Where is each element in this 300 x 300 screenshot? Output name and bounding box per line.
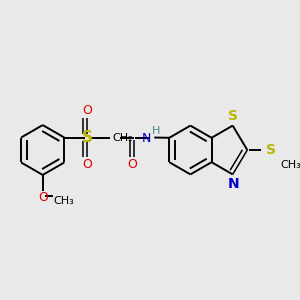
Text: O: O [82,104,92,117]
Text: O: O [128,158,137,171]
Text: N: N [142,132,152,145]
Text: S: S [266,143,276,157]
Text: H: H [152,126,160,136]
Text: CH₃: CH₃ [53,196,74,206]
Text: N: N [227,177,239,191]
Text: O: O [82,158,92,171]
Text: O: O [38,191,48,204]
Text: S: S [82,130,93,145]
Text: CH₂: CH₂ [112,133,133,142]
Text: CH₃: CH₃ [281,160,300,170]
Text: S: S [228,109,238,123]
